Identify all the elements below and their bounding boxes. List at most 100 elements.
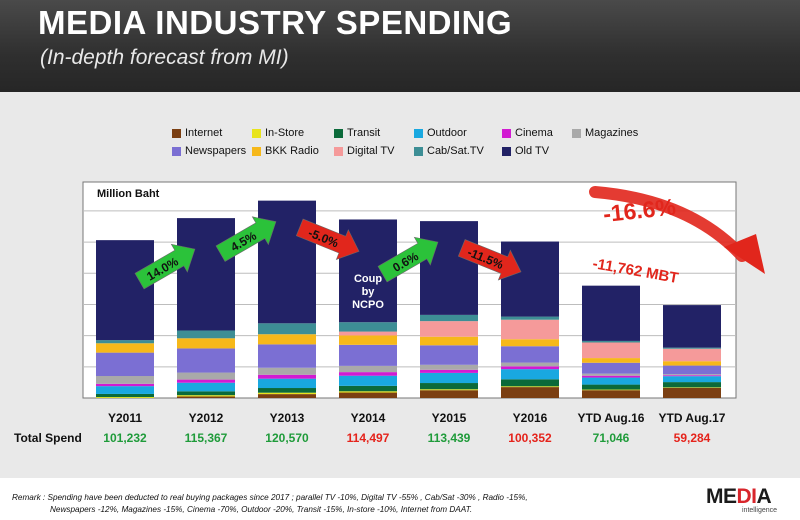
total-value: 120,570 [265,431,309,445]
legend-swatch [414,146,423,156]
bar-segment-newspapers [420,345,478,365]
bar-segment-internet [258,394,316,398]
bar-segment-outdoor [663,376,721,383]
legend-swatch [172,128,181,138]
bar-segment-cinema [177,379,235,383]
legend-swatch [572,128,581,138]
bar-segment-magazines [96,376,154,384]
bar-segment-cinema [96,383,154,387]
legend-item-magazines: Magazines [572,127,638,139]
bar-segment-magazines [582,373,640,376]
bar-segment-cinema [258,374,316,379]
arrow-shape [134,243,196,290]
bar-segment-bkk-radio [258,334,316,345]
legend-swatch [502,146,511,156]
page-subtitle: (In-depth forecast from MI) [40,46,289,69]
legend-swatch [334,128,343,138]
bar-segment-newspapers [663,365,721,375]
bar-segment-in-store [96,397,154,398]
bar-segment-bkk-radio [339,335,397,345]
total-value: 100,352 [508,431,552,445]
legend-item-digital-tv: Digital TV [334,145,394,157]
category-label: Y2013 [270,411,305,425]
page-title: MEDIA INDUSTRY SPENDING [38,4,513,41]
legend-item-transit: Transit [334,127,380,139]
bar-segment-cab-sat-tv [258,323,316,335]
bar-segment-outdoor [177,382,235,392]
bar-segment-bkk-radio [420,336,478,346]
coup-note-line: by [362,286,376,298]
bar-segment-bkk-radio [96,343,154,353]
legend-swatch [172,146,181,156]
bar-segment-in-store [339,391,397,393]
legend-label: Outdoor [427,127,467,139]
legend-label: Transit [347,127,381,139]
bar-segment-magazines [177,372,235,380]
total-value: 115,367 [185,431,228,445]
bar-segment-internet [582,390,640,398]
legend-item-internet: Internet [172,127,222,139]
bar-segment-magazines [420,364,478,370]
total-value: 101,232 [103,431,147,445]
category-label: Y2014 [351,411,386,425]
bar-segment-cab-sat-tv [96,340,154,344]
big-decline-arrow-head [724,234,765,274]
legend-label: Newspapers [185,145,247,157]
bar-segment-cab-sat-tv [339,322,397,332]
legend-item-in-store: In-Store [252,127,304,139]
bar-segment-cinema [339,372,397,376]
bar-segment-internet [339,392,397,398]
bar-segment-magazines [501,362,559,367]
category-label: YTD Aug.16 [578,411,645,425]
bar-segment-internet [501,387,559,398]
legend-swatch [252,146,261,156]
bar-segment-newspapers [501,346,559,363]
bar-segment-newspapers [258,344,316,368]
bar-segment-old-tv [663,305,721,348]
legend-item-newspapers: Newspapers [172,145,246,157]
legend-swatch [414,128,423,138]
category-label: Y2011 [108,411,142,425]
bar-segment-old-tv [258,200,316,324]
bar-segment-in-store [501,386,559,388]
bar-segment-outdoor [258,378,316,389]
bar-segment-outdoor [420,372,478,384]
legend-item-cinema: Cinema [502,127,553,139]
legend-label: Magazines [585,127,639,139]
media-intelligence-logo: MEDIA intelligence [706,485,778,514]
total-value: 113,439 [428,431,471,445]
legend-label: Cab/Sat.TV [427,145,484,157]
bar-segment-transit [96,393,154,398]
legend-item-bkk-radio: BKK Radio [252,145,319,157]
bar-segment-outdoor [96,386,154,394]
bar-segment-transit [501,379,559,387]
legend-item-cab-sat-tv: Cab/Sat.TV [414,145,484,157]
bar-segment-transit [663,382,721,388]
bar-segment-transit [420,383,478,390]
bar-segment-cab-sat-tv [420,314,478,322]
bar-segment-bkk-radio [177,338,235,349]
bar-segment-old-tv [420,221,478,315]
legend-label: BKK Radio [265,145,319,157]
arrow-shape [457,239,522,281]
remark-line-1: Remark : Spending have been deducted to … [12,493,528,502]
category-label: Y2016 [513,411,548,425]
bar-segment-cinema [501,366,559,370]
bar-segment-newspapers [96,352,154,377]
bar-segment-internet [663,387,721,398]
bar-segment-digital-tv [501,319,559,340]
bar-segment-old-tv [96,240,154,341]
legend-item-old-tv: Old TV [502,145,549,157]
bar-segment-transit [177,391,235,396]
bar-segment-newspapers [582,362,640,374]
big-decline-arrow-shaft [589,186,748,262]
arrow-shape [295,218,360,260]
legend-swatch [252,128,261,138]
bar-segment-cab-sat-tv [582,340,640,343]
bar-segment-digital-tv [663,348,721,362]
bar-segment-outdoor [339,375,397,386]
bar-segment-cinema [582,375,640,378]
bar-segment-transit [258,388,316,393]
bar-segment-cab-sat-tv [663,347,721,349]
bar-segment-outdoor [501,369,559,380]
